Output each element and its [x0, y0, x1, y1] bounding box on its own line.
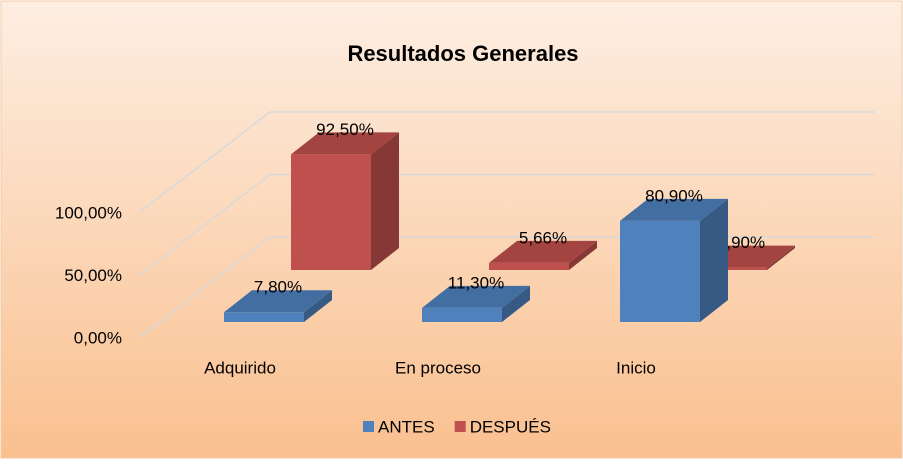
- bar-top: [489, 240, 597, 263]
- y-tick-label: 100,00%: [55, 203, 122, 222]
- bar-front: [620, 220, 700, 322]
- legend-swatch: [454, 421, 466, 432]
- bar-top: [620, 198, 728, 221]
- bar-side: [502, 285, 530, 322]
- x-tick-label: En proceso: [395, 358, 481, 377]
- bar-front: [224, 312, 304, 322]
- bar-front: [422, 307, 502, 322]
- bar: [291, 132, 399, 270]
- bar: [224, 290, 332, 322]
- legend-label: ANTES: [378, 417, 435, 436]
- x-tick-label: Adquirido: [204, 358, 276, 377]
- value-label: 7,80%: [254, 278, 302, 297]
- chart-title: Resultados Generales: [347, 41, 578, 66]
- y-tick-label: 0,00%: [74, 328, 122, 347]
- bar-top: [422, 285, 530, 308]
- bar-top: [224, 290, 332, 313]
- value-label: 11,30%: [448, 273, 504, 292]
- value-label: 80,90%: [645, 186, 703, 205]
- bar-side: [371, 132, 399, 270]
- bar-side: [767, 245, 795, 270]
- value-label: 5,66%: [519, 228, 567, 247]
- x-tick-label: Inicio: [616, 358, 656, 377]
- value-label: 1,90%: [717, 233, 765, 252]
- legend-swatch: [363, 421, 374, 432]
- bar: [620, 198, 728, 322]
- bar-top: [291, 132, 399, 155]
- y-tick-label: 50,00%: [64, 266, 122, 285]
- bar-side: [569, 240, 597, 270]
- bar-front: [291, 154, 371, 270]
- bar-side: [700, 198, 728, 322]
- bar: [422, 285, 530, 322]
- bar-side: [304, 290, 332, 322]
- value-label: 92,50%: [316, 120, 374, 139]
- bar: [489, 240, 597, 270]
- grid-line: [139, 111, 875, 213]
- grid-line: [139, 173, 875, 276]
- bar-front: [489, 262, 569, 270]
- legend-label: DESPUÉS: [470, 417, 551, 436]
